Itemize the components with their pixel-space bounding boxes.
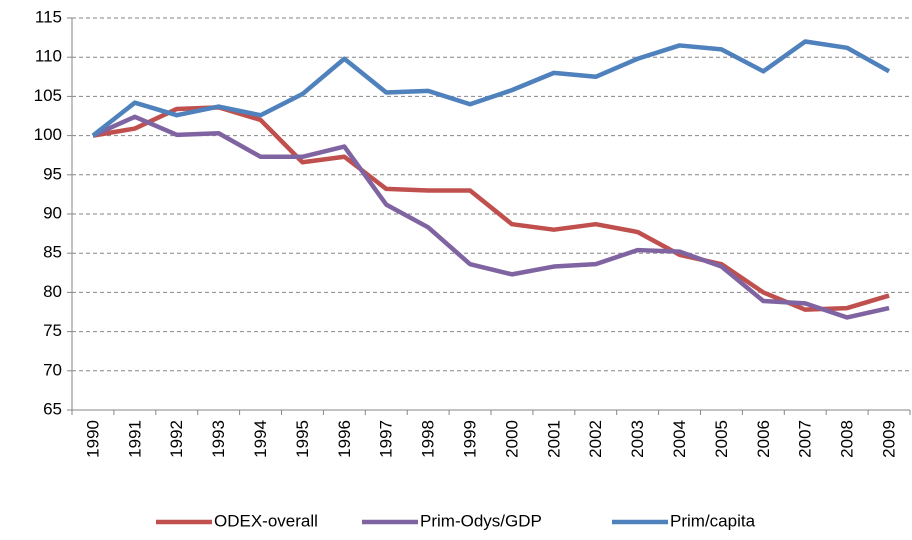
- x-tick-label: 1995: [293, 420, 312, 458]
- x-tick-label: 1992: [167, 420, 186, 458]
- y-tick-label: 70: [43, 360, 62, 379]
- x-tick-label: 2000: [502, 420, 521, 458]
- x-tick-label: 2007: [796, 420, 815, 458]
- y-tick-label: 115: [35, 7, 62, 26]
- legend-label: Prim-Odys/GDP: [420, 511, 542, 530]
- x-tick-label: 2009: [880, 420, 899, 458]
- x-tick-label: 1996: [335, 420, 354, 458]
- x-tick-label: 2004: [670, 420, 689, 458]
- series-line: [91, 39, 891, 138]
- y-tick-label: 75: [43, 321, 62, 340]
- x-tick-label: 1993: [209, 420, 228, 458]
- y-tick-label: 110: [35, 47, 62, 66]
- series-line: [92, 114, 890, 320]
- x-tick-label: 2005: [712, 420, 731, 458]
- y-tick-label: 65: [43, 399, 62, 418]
- x-tick-label: 2008: [838, 420, 857, 458]
- y-tick-label: 105: [34, 86, 62, 105]
- x-tick-label: 1999: [461, 420, 480, 458]
- series-line: [92, 105, 890, 312]
- x-tick-label: 1990: [83, 420, 102, 458]
- x-tick-label: 1994: [251, 420, 270, 458]
- x-tick-label: 2006: [754, 420, 773, 458]
- y-tick-label: 80: [43, 282, 62, 301]
- legend-label: Prim/capita: [670, 511, 756, 530]
- legend-label: ODEX-overall: [214, 511, 318, 530]
- x-tick-label: 1997: [377, 420, 396, 458]
- x-tick-label: 1998: [419, 420, 438, 458]
- y-tick-label: 95: [43, 164, 62, 183]
- y-tick-label: 85: [43, 243, 62, 262]
- x-tick-label: 2001: [544, 420, 563, 458]
- y-tick-label: 90: [43, 203, 62, 222]
- y-tick-label: 100: [34, 125, 62, 144]
- x-tick-label: 2002: [586, 420, 605, 458]
- x-tick-label: 2003: [628, 420, 647, 458]
- x-tick-label: 1991: [125, 420, 144, 458]
